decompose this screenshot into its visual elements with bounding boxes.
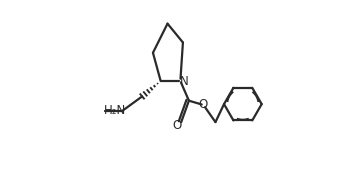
Text: O: O (199, 98, 208, 111)
Text: H₂N: H₂N (104, 104, 126, 117)
Text: O: O (173, 119, 182, 132)
Text: N: N (180, 74, 188, 88)
